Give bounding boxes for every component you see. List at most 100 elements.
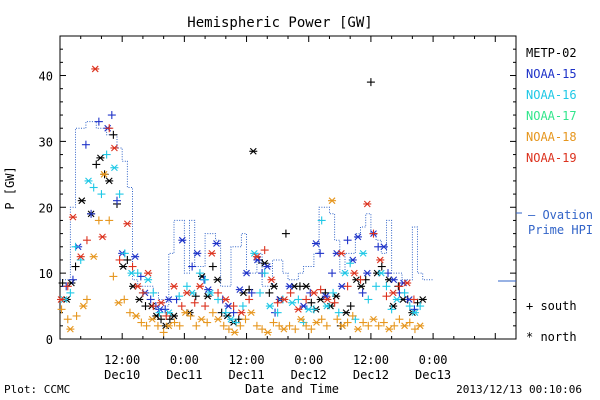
data-point-noaa-18 [338, 322, 347, 330]
data-point-noaa-18 [328, 197, 337, 205]
data-point-noaa-18 [63, 315, 72, 324]
data-point-noaa-18 [410, 325, 419, 334]
data-point-noaa-18 [236, 321, 245, 330]
data-point-noaa-19 [207, 249, 216, 257]
data-point-metp-02 [389, 302, 398, 310]
data-point-noaa-16 [238, 302, 247, 311]
data-point-noaa-19 [350, 269, 359, 277]
data-point-noaa-18 [291, 325, 300, 334]
x-tick-date-label: Dec11 [228, 368, 264, 382]
data-point-noaa-16 [273, 308, 282, 317]
data-point-noaa-15 [379, 243, 388, 251]
data-point-noaa-18 [307, 325, 316, 334]
data-point-noaa-18 [109, 272, 118, 281]
data-point-noaa-16 [392, 296, 401, 303]
data-point-noaa-18 [153, 321, 162, 330]
data-point-noaa-15 [146, 295, 155, 304]
data-point-noaa-18 [94, 216, 103, 225]
data-point-noaa-18 [343, 318, 352, 327]
data-point-noaa-18 [72, 311, 81, 320]
data-point-noaa-15 [299, 302, 308, 310]
data-point-noaa-16 [149, 288, 158, 297]
x-tick-date-label: Dec12 [353, 368, 389, 382]
data-point-metp-02 [357, 282, 366, 290]
data-point-noaa-19 [138, 288, 147, 297]
data-point-metp-02 [418, 296, 427, 303]
data-point-noaa-15 [363, 269, 372, 277]
data-point-noaa-19 [267, 276, 276, 284]
data-point-noaa-18 [333, 315, 342, 324]
y-tick-label: 20 [39, 201, 53, 215]
data-point-metp-02 [265, 288, 274, 297]
series-legend: METP-02 NOAA-15 NOAA-16 NOAA-17 NOAA-18 NOAA-… [526, 46, 577, 165]
data-point-metp-02 [71, 262, 80, 271]
data-point-noaa-19 [229, 302, 238, 311]
data-point-metp-02 [249, 147, 258, 155]
data-point-noaa-16 [405, 302, 414, 311]
data-point-noaa-16 [144, 276, 153, 284]
data-point-noaa-18 [224, 325, 233, 334]
data-point-noaa-16 [182, 282, 191, 291]
data-point-noaa-18 [400, 322, 409, 330]
data-point-noaa-16 [317, 216, 326, 225]
data-point-noaa-19 [98, 233, 107, 241]
data-point-noaa-18 [100, 170, 109, 178]
data-point-noaa-16 [329, 288, 338, 297]
legend-entry-noaa-18: NOAA-18 [526, 130, 577, 144]
data-point-noaa-15 [94, 117, 103, 126]
data-point-noaa-16 [359, 249, 368, 257]
data-point-metp-02 [307, 298, 316, 307]
data-point-noaa-19 [369, 229, 378, 238]
data-point-noaa-16 [322, 302, 331, 310]
data-point-noaa-18 [364, 321, 373, 330]
legend-entry-noaa-19: NOAA-19 [526, 151, 577, 165]
x-tick-time-label: 0:00 [170, 353, 199, 367]
x-axis: 12:00Dec100:00Dec1112:00Dec110:00Dec1212… [80, 36, 496, 382]
data-point-noaa-15 [131, 253, 140, 261]
data-point-noaa-18 [197, 315, 206, 323]
data-point-noaa-19 [337, 249, 346, 257]
data-point-noaa-15 [113, 196, 121, 205]
data-point-metp-02 [270, 282, 279, 290]
data-point-noaa-19 [280, 296, 289, 303]
data-point-noaa-18 [79, 302, 88, 310]
data-point-noaa-16 [227, 315, 235, 323]
legend-entry-noaa-16: NOAA-16 [526, 88, 577, 102]
data-point-noaa-18 [241, 315, 250, 324]
data-point-noaa-19 [182, 289, 191, 297]
data-point-metp-02 [109, 130, 118, 139]
data-point-noaa-16 [372, 282, 381, 291]
data-point-noaa-16 [221, 308, 230, 317]
data-point-metp-02 [191, 292, 200, 301]
plot-frame [59, 35, 517, 340]
data-point-noaa-19 [91, 65, 100, 73]
data-point-noaa-15 [353, 233, 362, 241]
data-point-noaa-18 [374, 321, 383, 330]
data-point-noaa-18 [159, 328, 168, 337]
data-point-noaa-19 [309, 289, 318, 297]
data-point-noaa-18 [385, 325, 394, 333]
data-point-noaa-16 [410, 309, 419, 317]
data-point-noaa-15 [328, 269, 337, 278]
data-point-noaa-18 [181, 309, 190, 317]
data-point-noaa-16 [400, 288, 409, 297]
data-point-noaa-19 [149, 302, 158, 311]
data-point-noaa-16 [206, 289, 215, 297]
data-point-noaa-18 [170, 318, 179, 327]
data-point-metp-02 [58, 279, 67, 288]
data-point-noaa-19 [82, 236, 91, 245]
data-point-noaa-16 [89, 183, 98, 192]
data-point-noaa-16 [346, 259, 355, 268]
data-point-noaa-18 [114, 299, 123, 307]
data-point-metp-02 [165, 315, 174, 324]
data-point-metp-02 [302, 282, 311, 290]
data-point-noaa-19 [57, 296, 66, 303]
data-point-metp-02 [316, 296, 325, 303]
data-point-noaa-18 [312, 319, 321, 326]
data-point-noaa-18 [379, 318, 388, 327]
data-point-noaa-16 [71, 242, 80, 251]
data-point-metp-02 [170, 312, 178, 320]
data-point-noaa-16 [377, 269, 386, 277]
data-point-noaa-16 [97, 190, 106, 199]
data-point-noaa-15 [212, 240, 221, 247]
